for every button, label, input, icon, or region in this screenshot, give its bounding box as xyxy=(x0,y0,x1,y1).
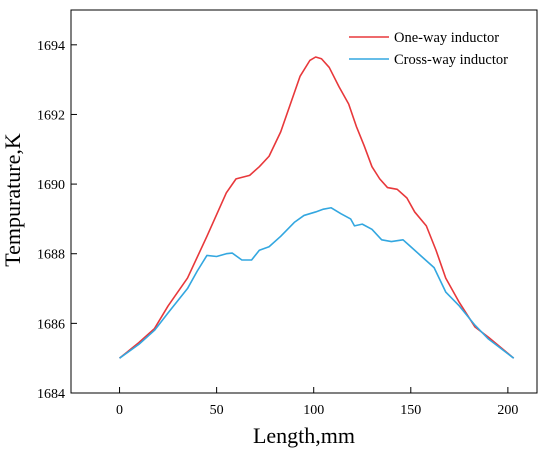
y-tick-label: 1688 xyxy=(37,248,65,263)
plot-area xyxy=(70,9,538,394)
x-tick-label: 200 xyxy=(497,403,518,418)
y-axis-title: Tempurature,K xyxy=(0,133,25,267)
y-tick-label: 1694 xyxy=(37,39,65,54)
y-tick-label: 1690 xyxy=(37,178,65,193)
x-axis-title: Length,mm xyxy=(253,423,355,448)
plot-frame xyxy=(70,9,538,394)
y-axis-ticks: 1684 1686 1688 1690 1692 1694 xyxy=(37,39,77,402)
legend-label-one-way: One-way inductor xyxy=(394,30,499,46)
series-line-one-way-inductor xyxy=(119,56,515,359)
legend-label-cross-way: Cross-way inductor xyxy=(394,52,508,68)
legend: One-way inductor Cross-way inductor xyxy=(349,30,508,68)
y-tick-label: 1684 xyxy=(37,387,65,402)
y-tick-label: 1686 xyxy=(37,317,65,332)
x-tick-label: 50 xyxy=(210,403,224,418)
x-tick-label: 0 xyxy=(116,403,123,418)
x-tick-label: 150 xyxy=(400,403,421,418)
series-layer xyxy=(119,56,515,359)
series-line-cross-way-inductor xyxy=(119,206,515,359)
x-axis-ticks: 0 50 100 150 200 xyxy=(116,387,518,418)
x-tick-label: 100 xyxy=(303,403,324,418)
y-tick-label: 1692 xyxy=(37,108,65,123)
